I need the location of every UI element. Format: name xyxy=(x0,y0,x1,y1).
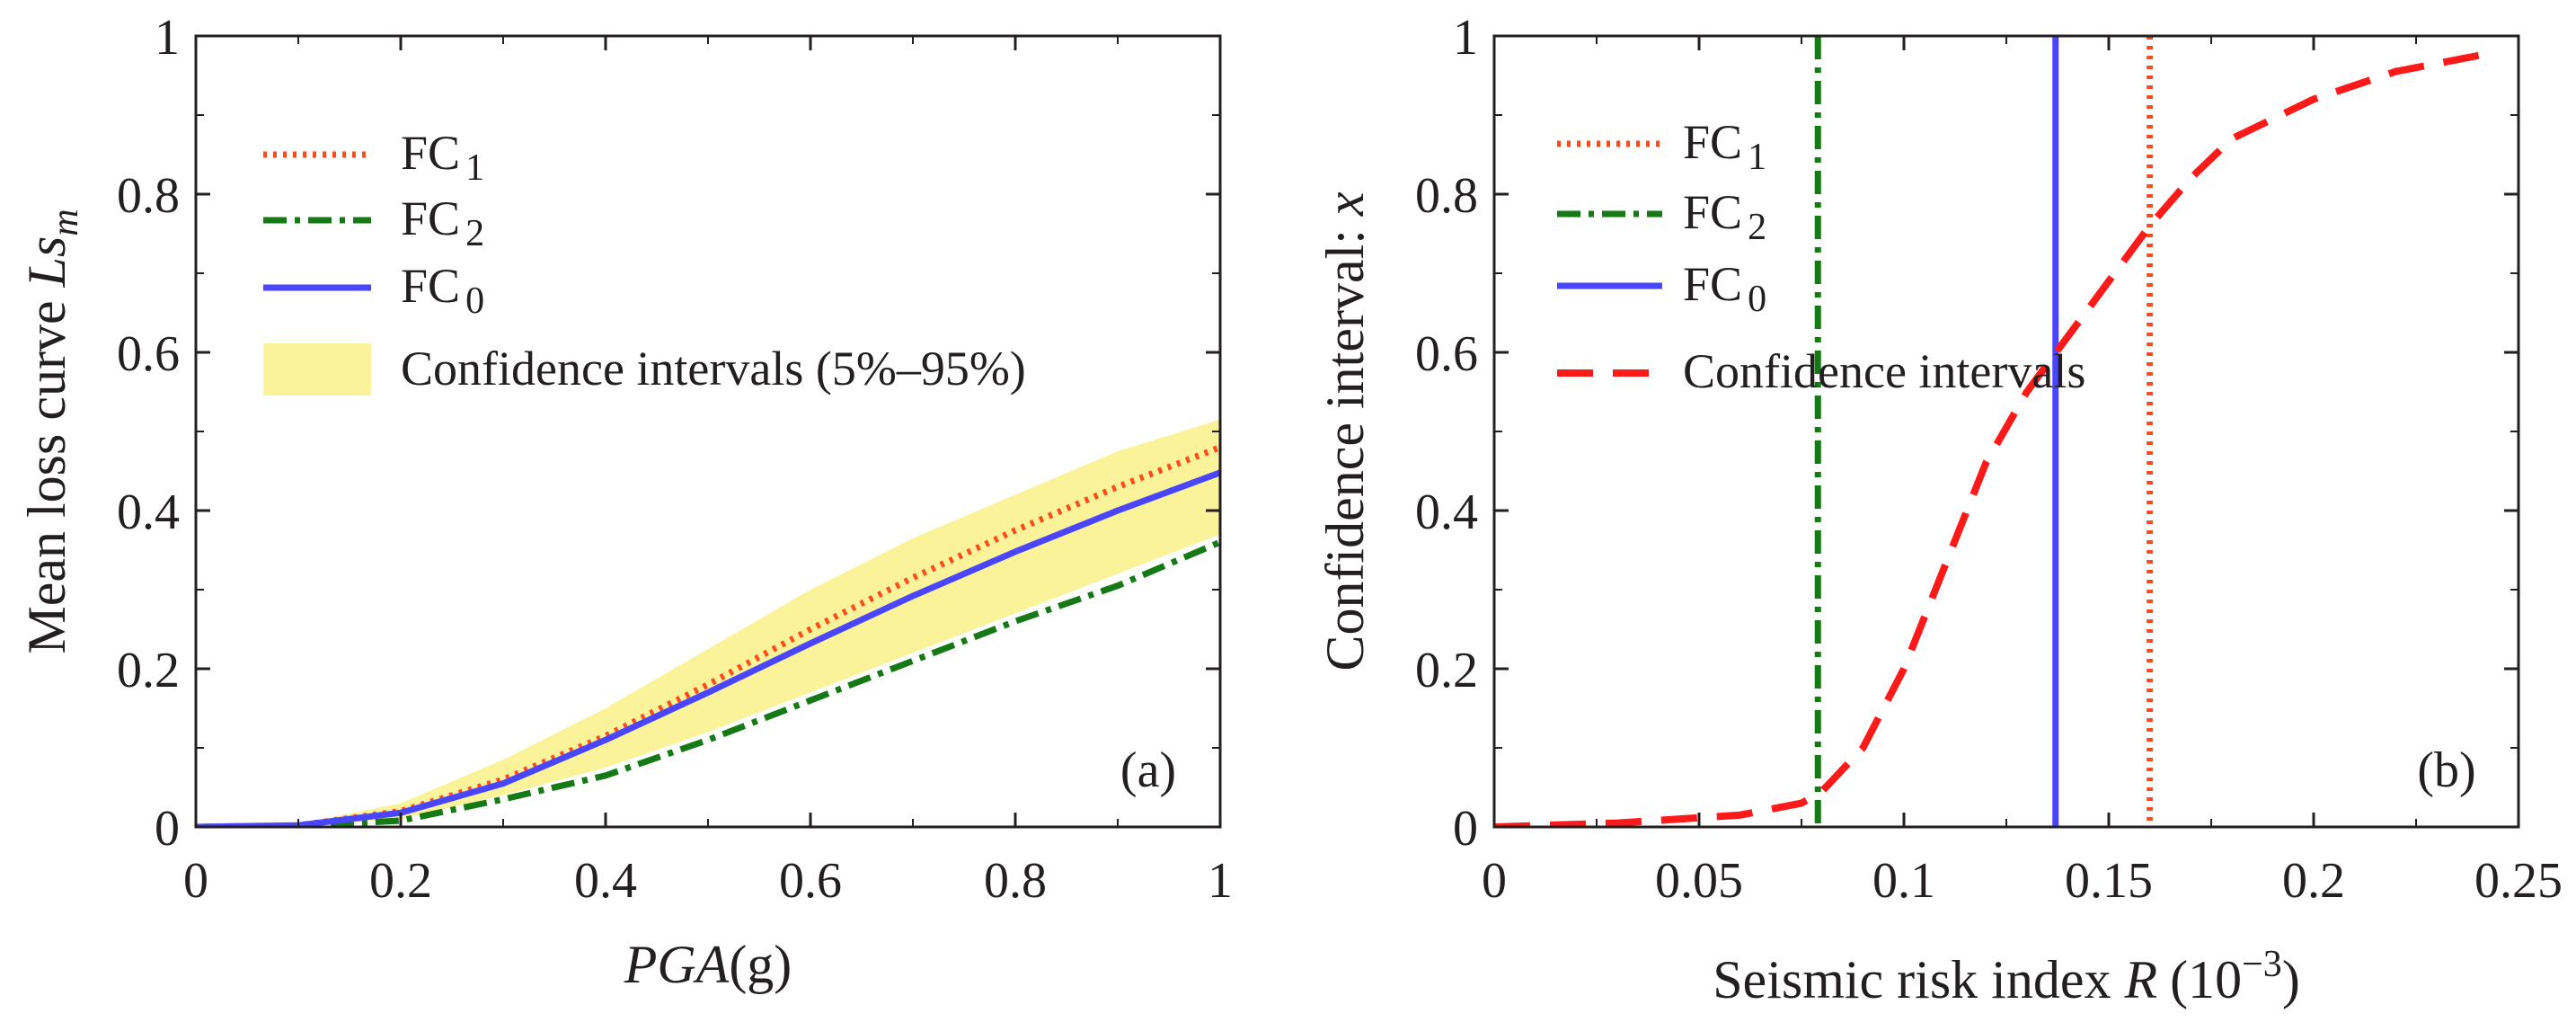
panel-b-y-tick-label: 0 xyxy=(1453,801,1478,857)
panel-a-y-tick-label: 0.8 xyxy=(117,168,180,224)
legend-a-fc0-label: FC 0 xyxy=(401,259,484,322)
series-line-fc2 xyxy=(196,538,1220,827)
panel-a-x-tick-label: 0.6 xyxy=(779,853,842,909)
legend-b-fc2-label: FC 2 xyxy=(1683,185,1766,248)
panel-a-y-label: Mean loss curve Lsm xyxy=(17,209,86,653)
panel-b-y-tick-label: 0.8 xyxy=(1415,168,1478,224)
panel-a-x-tick-label: 0 xyxy=(183,853,208,909)
panel-a-y-tick-label: 0 xyxy=(155,801,180,857)
panel-a-y-tick-label: 0.2 xyxy=(117,643,180,698)
legend-a-fc1-label: FC 1 xyxy=(401,126,484,189)
panel-b-tag: (b) xyxy=(2417,742,2475,798)
panel-b-y-tick-label: 0.4 xyxy=(1415,484,1478,540)
panel-b-y-tick-label: 0.6 xyxy=(1415,326,1478,382)
panel-b-x-tick-label: 0.1 xyxy=(1872,853,1935,909)
panel-b-x-label: Seismic risk index R (10−3) xyxy=(1713,944,2300,1009)
panel-a-chart: 0 0.2 0.4 0.6 0.8 1 0 0.2 0.4 0.6 0.8 1 PGA(g) Mean… xyxy=(17,10,1233,994)
series-line-fc0 xyxy=(196,469,1220,827)
panel-b-x-tick-label: 0 xyxy=(1482,853,1507,909)
confidence-band xyxy=(196,419,1220,827)
panel-b-x-tick-label: 0.05 xyxy=(1655,853,1743,909)
panel-a-legend: FC 1 FC 2 FC 0 Confidence intervals (5%–95%… xyxy=(263,126,1026,396)
panel-b-y-label: Confidence interval: x xyxy=(1315,191,1375,671)
panel-a-series-layer xyxy=(196,444,1220,827)
panel-b-x-tick-label: 0.15 xyxy=(2065,853,2153,909)
panel-a-ticks: 0 0.2 0.4 0.6 0.8 1 0 0.2 0.4 0.6 0.8 1 xyxy=(117,10,1233,909)
panel-b-legend: FC 1 FC 2 FC 0 Confidence intervals xyxy=(1557,115,2085,398)
panel-b-y-tick-label: 0.2 xyxy=(1415,643,1478,698)
panel-a-x-tick-label: 0.2 xyxy=(369,853,432,909)
panel-a-y-tick-label: 0.6 xyxy=(117,326,180,382)
panel-b-x-tick-label: 0.25 xyxy=(2474,853,2563,909)
legend-a-band-label: Confidence intervals (5%–95%) xyxy=(401,342,1026,396)
panel-b-ticks: 0 0.05 0.1 0.15 0.2 0.25 0 0.2 0.4 0.6 0.8 1 xyxy=(1415,10,2563,909)
panel-a-y-tick-label: 0.4 xyxy=(117,484,180,540)
series-line-confidence-intervals xyxy=(1494,48,2499,827)
panel-a-x-tick-label: 0.8 xyxy=(984,853,1047,909)
panel-b-y-tick-label: 1 xyxy=(1453,10,1478,66)
legend-b-fc0-label: FC 0 xyxy=(1683,257,1766,320)
panel-a-x-tick-label: 1 xyxy=(1208,853,1233,909)
panel-b-chart: 0 0.05 0.1 0.15 0.2 0.25 0 0.2 0.4 0.6 0.8 1 Seismi… xyxy=(1315,10,2563,1009)
legend-a-band-swatch xyxy=(263,343,371,396)
legend-a-fc2-label: FC 2 xyxy=(401,191,484,254)
panel-b-x-tick-label: 0.2 xyxy=(2282,853,2345,909)
panel-a-band-layer xyxy=(196,419,1220,827)
panel-a-x-tick-label: 0.4 xyxy=(574,853,637,909)
legend-b-ci-label: Confidence intervals xyxy=(1683,344,2085,398)
panel-a-y-tick-label: 1 xyxy=(155,10,180,66)
legend-b-fc1-label: FC 1 xyxy=(1683,115,1766,178)
panel-b-series-layer xyxy=(1494,36,2499,827)
panel-a-x-label: PGA(g) xyxy=(624,935,792,994)
panel-a-tag: (a) xyxy=(1120,742,1176,798)
